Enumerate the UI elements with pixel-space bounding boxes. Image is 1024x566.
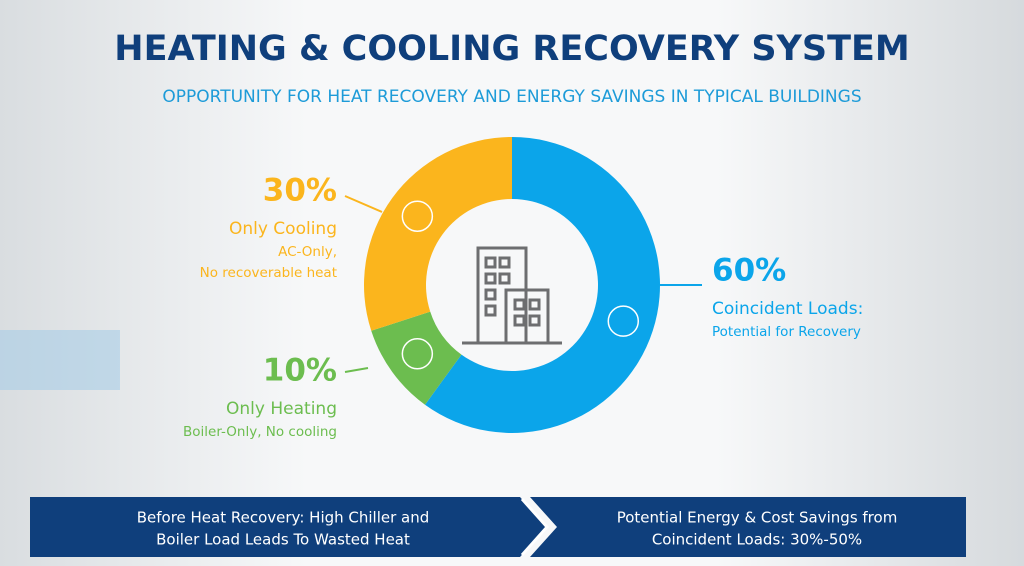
donut-segment [371,311,462,405]
footer-text: Potential Energy & Cost Savings from [617,509,898,527]
category-label: Coincident Loads: [712,299,863,319]
segment-icon [607,305,640,337]
leader-line [344,367,369,373]
title: HEATING & COOLING RECOVERY SYSTEM [114,29,909,69]
value-label: 30% [263,173,337,209]
footer-banner: Before Heat Recovery: High Chiller and B… [30,497,966,557]
footer-text: Coincident Loads: 30%-50% [652,531,862,549]
category-label: Only Cooling [229,219,337,239]
category-label: Only Heating [226,399,337,419]
segment-icon [401,338,434,370]
description: AC-Only, [278,244,337,260]
description: Potential for Recovery [712,324,861,340]
leader-line [344,195,383,213]
donut-segment [363,137,512,331]
donut-chart: 60% Coincident Loads: Potential for Recove… [183,137,863,440]
background-building [0,330,120,390]
description: No recoverable heat [200,265,337,281]
footer-text: Before Heat Recovery: High Chiller and [137,509,430,527]
footer-text: Boiler Load Leads To Wasted Heat [156,531,410,549]
value-label: 10% [263,353,337,389]
subtitle: OPPORTUNITY FOR HEAT RECOVERY AND ENERGY… [162,87,861,107]
description: Boiler-Only, No cooling [183,424,337,440]
value-label: 60% [712,253,786,289]
segment-icon [401,200,434,232]
donut-segment [425,137,660,433]
center-building-icon [462,246,562,345]
